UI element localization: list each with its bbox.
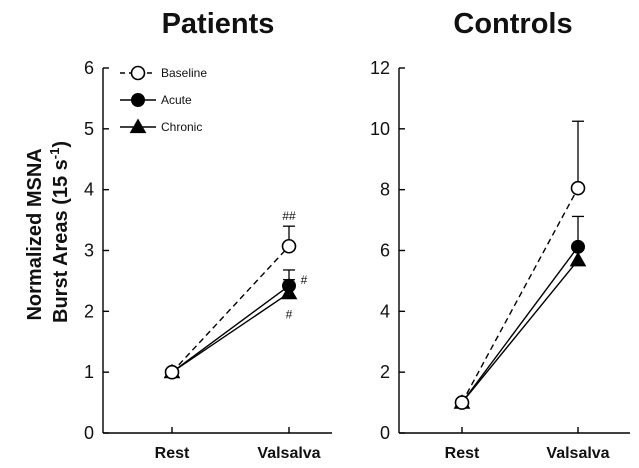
patients-category-label: Rest [155, 445, 190, 462]
controls-category-label: Rest [445, 445, 480, 462]
controls-y-tick-label: 2 [380, 362, 390, 382]
patients-legend: Baseline Acute Chronic [120, 65, 207, 134]
controls-acute-line [461, 246, 579, 404]
controls-category-label: Valsalva [546, 445, 609, 462]
patients-significance-marker: # [301, 273, 308, 287]
controls-baseline-point [570, 180, 586, 196]
patients-baseline-point [281, 238, 297, 254]
legend-baseline-label: Baseline [161, 66, 207, 80]
controls-panel: Controls 0 2 4 6 8 10 12 Rest Valsalva [370, 8, 630, 462]
controls-y-tick-label: 10 [370, 119, 390, 139]
controls-acute-point [571, 239, 585, 254]
patients-significance-marker: # [286, 307, 293, 321]
y-axis-label-superscript: -1 [47, 148, 62, 160]
patients-y-tick-label: 0 [84, 423, 94, 443]
controls-baseline-point [454, 395, 470, 410]
patients-baseline-point [164, 364, 180, 380]
patients-y-tick-label: 4 [84, 180, 94, 200]
controls-y-tick-label: 12 [370, 58, 390, 78]
controls-chronic-line [461, 259, 579, 404]
y-axis-label: Normalized MSNA Burst Areas (15 s-1) [24, 141, 72, 323]
y-axis-label-closing: ) [50, 141, 72, 148]
controls-y-tick-label: 4 [380, 301, 390, 321]
patients-y-tick-label: 1 [84, 362, 94, 382]
y-axis-label-line2: Burst Areas (15 s [50, 159, 72, 323]
controls-baseline-line [461, 187, 579, 403]
patients-significance-marker: ## [282, 209, 296, 223]
controls-title: Controls [453, 8, 572, 40]
legend-chronic-label: Chronic [161, 120, 202, 134]
controls-chronic-point [569, 251, 587, 267]
patients-acute-point [282, 278, 296, 293]
legend-chronic-marker [129, 118, 147, 134]
legend-baseline-marker [130, 65, 146, 81]
patients-y-tick-label: 2 [84, 301, 94, 321]
patients-category-label: Valsalva [257, 445, 320, 462]
controls-y-tick-label: 8 [380, 180, 390, 200]
controls-y-tick-label: 6 [380, 241, 390, 261]
patients-y-tick-label: 5 [84, 119, 94, 139]
legend-acute-marker [131, 93, 145, 107]
patients-baseline-line [171, 245, 290, 373]
patients-chronic-line [171, 292, 290, 373]
patients-title: Patients [162, 8, 275, 40]
controls-y-tick-label: 0 [380, 423, 390, 443]
patients-acute-line [171, 285, 290, 373]
legend-acute-label: Acute [161, 93, 192, 107]
y-axis-label-line1: Normalized MSNA [24, 149, 46, 321]
patients-y-tick-label: 6 [84, 58, 94, 78]
patients-y-tick-label: 3 [84, 241, 94, 261]
